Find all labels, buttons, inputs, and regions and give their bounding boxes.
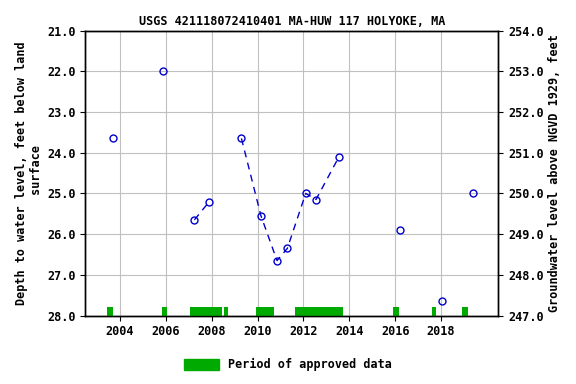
Y-axis label: Depth to water level, feet below land
 surface: Depth to water level, feet below land su… [15, 41, 43, 305]
Title: USGS 421118072410401 MA-HUW 117 HOLYOKE, MA: USGS 421118072410401 MA-HUW 117 HOLYOKE,… [139, 15, 445, 28]
Legend: Period of approved data: Period of approved data [179, 354, 397, 376]
Y-axis label: Groundwater level above NGVD 1929, feet: Groundwater level above NGVD 1929, feet [548, 34, 561, 312]
